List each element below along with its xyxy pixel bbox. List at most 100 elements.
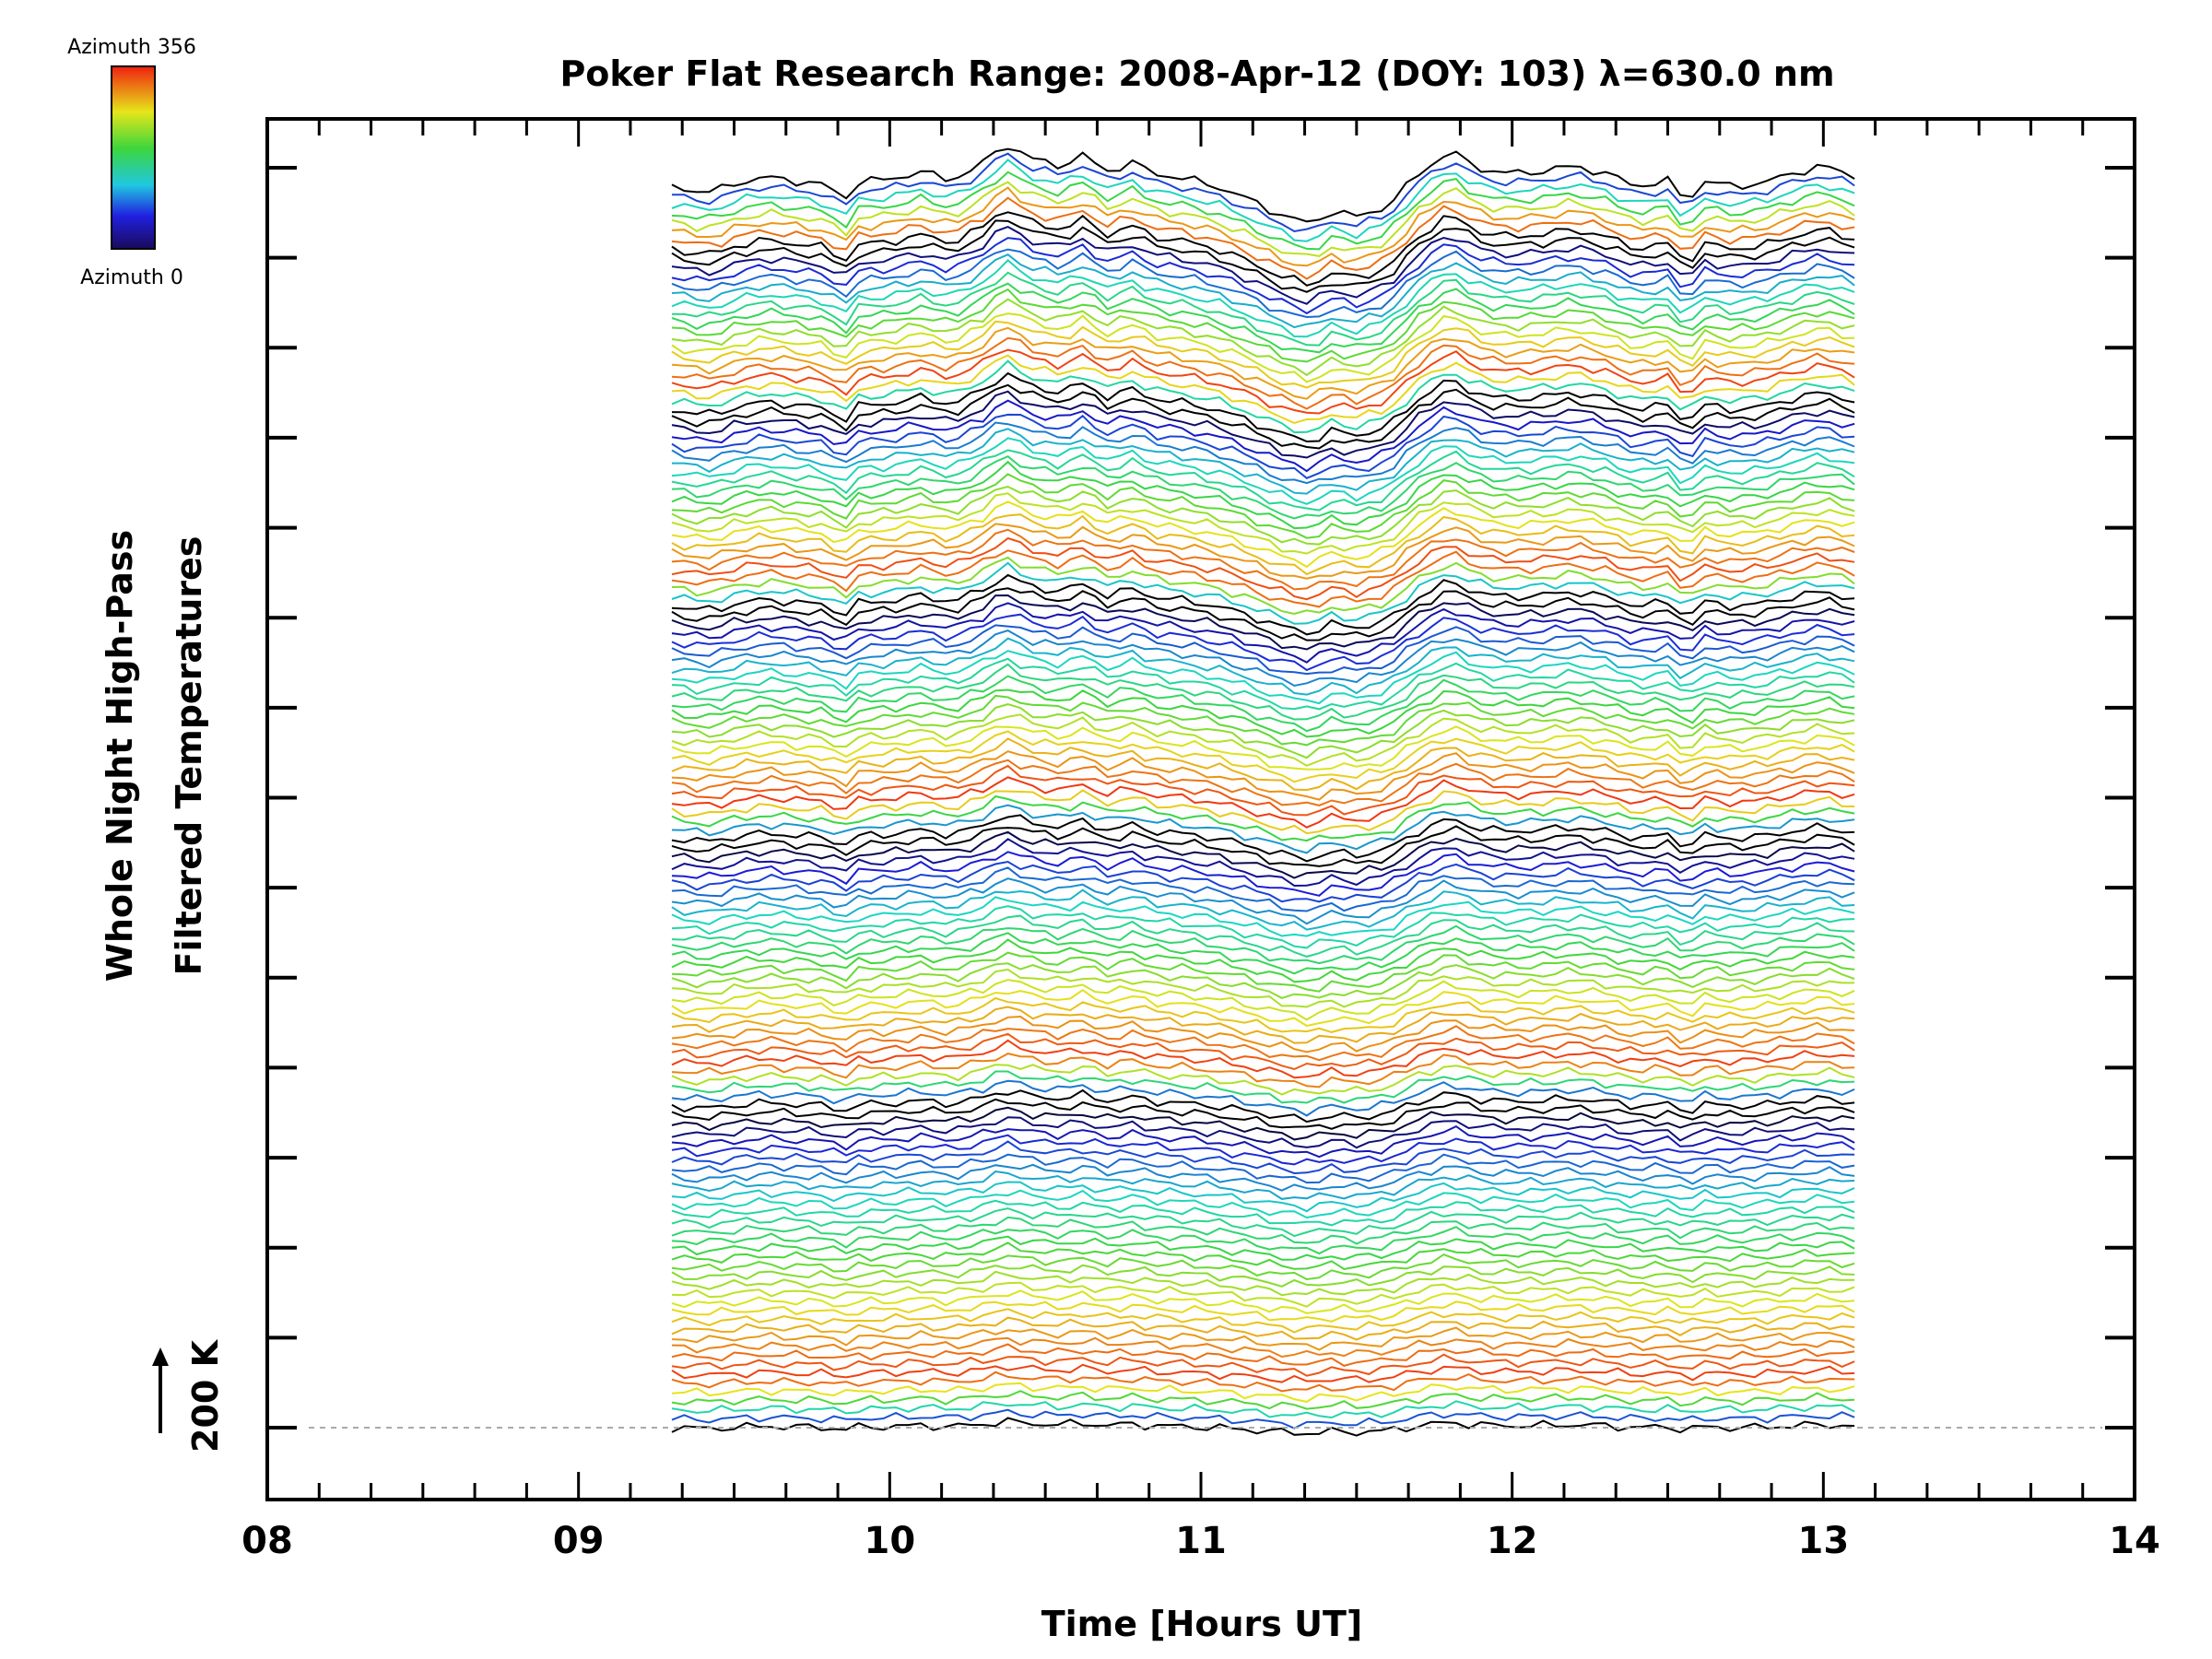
series-line — [671, 383, 1855, 450]
series-line — [671, 1390, 1855, 1410]
series-line — [671, 750, 1855, 801]
series-line — [671, 996, 1855, 1033]
x-tick-label: 12 — [1487, 1520, 1538, 1562]
series-line — [671, 1006, 1855, 1044]
series-line — [671, 1289, 1855, 1314]
series-line — [671, 282, 1855, 354]
series-line — [671, 390, 1855, 459]
axis-ticks — [265, 119, 2136, 1500]
series-line — [671, 1400, 1855, 1419]
x-tick-label: 11 — [1175, 1520, 1227, 1562]
series-line — [671, 523, 1855, 580]
series-line — [671, 211, 1855, 287]
series-line — [671, 905, 1855, 949]
series-line — [671, 1079, 1855, 1117]
series-line — [671, 1163, 1855, 1192]
series-line — [671, 1140, 1855, 1175]
series-line — [671, 851, 1855, 897]
series-line — [671, 271, 1855, 347]
series-line — [671, 979, 1855, 1021]
series-line — [671, 528, 1855, 591]
series-line — [671, 587, 1855, 641]
series-line — [671, 437, 1855, 505]
chart-title: Poker Flat Research Range: 2008-Apr-12 (… — [559, 53, 1834, 94]
series-line — [671, 962, 1855, 999]
series-line — [671, 657, 1855, 711]
series-line — [671, 485, 1855, 546]
series-line — [671, 725, 1855, 771]
x-tick-label: 08 — [241, 1520, 293, 1562]
series-line — [671, 473, 1855, 539]
series-line — [671, 1226, 1855, 1255]
series-line — [671, 663, 1855, 721]
series-line — [671, 253, 1855, 329]
series-line — [671, 694, 1855, 747]
series-line — [671, 1207, 1855, 1238]
series-line — [671, 1106, 1855, 1141]
series-line — [671, 320, 1855, 389]
series-line — [671, 737, 1855, 792]
series-line — [671, 326, 1855, 400]
series-line — [671, 1371, 1855, 1393]
series-line — [671, 624, 1855, 676]
series-line — [671, 1124, 1855, 1159]
series-line — [671, 226, 1855, 305]
series-line — [671, 1153, 1855, 1184]
series-line — [671, 794, 1855, 842]
colorbar-bottom-label: Azimuth 0 — [80, 266, 183, 289]
y-axis-label-line2: Filtered Temperatures — [169, 536, 209, 976]
series-line — [671, 1270, 1855, 1297]
series-line — [671, 896, 1855, 937]
series-line — [671, 1216, 1855, 1245]
series-line — [671, 248, 1855, 319]
series-line — [671, 536, 1855, 601]
series-line — [671, 924, 1855, 965]
series-line — [671, 147, 1855, 223]
series-line — [671, 159, 1855, 242]
series-line — [671, 549, 1855, 608]
series-line — [671, 914, 1855, 958]
series-line — [671, 1382, 1855, 1403]
series-line — [671, 688, 1855, 738]
series-line — [671, 730, 1855, 783]
series-line — [671, 814, 1855, 863]
series-line — [671, 1064, 1855, 1096]
series-line — [671, 288, 1855, 363]
series-line — [671, 1326, 1855, 1351]
series-line — [671, 336, 1855, 410]
series-line — [671, 186, 1855, 267]
series-line — [671, 825, 1855, 867]
series-line — [671, 602, 1855, 664]
series-line — [671, 938, 1855, 983]
series-line — [671, 637, 1855, 696]
series-line — [671, 1025, 1855, 1062]
series-line — [671, 951, 1855, 993]
scale-bar-label: 200 K — [185, 1338, 226, 1453]
series-line — [671, 1189, 1855, 1219]
series-line — [671, 455, 1855, 520]
series-line — [671, 1316, 1855, 1341]
series-line — [671, 866, 1855, 912]
series-line — [671, 1088, 1855, 1124]
series-line — [671, 613, 1855, 672]
series-line — [671, 1235, 1855, 1261]
series-line — [671, 421, 1855, 485]
series-line — [671, 1032, 1855, 1071]
colorbar-top-label: Azimuth 356 — [67, 36, 196, 59]
x-tick-label: 09 — [553, 1520, 605, 1562]
y-axis-label-line1: Whole Night High-Pass — [100, 530, 140, 982]
series-line — [671, 449, 1855, 512]
series-line — [671, 237, 1855, 315]
series-line — [671, 1264, 1855, 1288]
series-line — [671, 561, 1855, 625]
series-line — [671, 1363, 1855, 1383]
colorbar-legend: Azimuth 356 Azimuth 0 — [67, 36, 196, 289]
series-line — [671, 1336, 1855, 1359]
series-line — [671, 703, 1855, 759]
series-line — [671, 759, 1855, 806]
x-axis-label: Time [Hours UT] — [1041, 1604, 1363, 1644]
series-line — [671, 1039, 1855, 1079]
series-line — [671, 460, 1855, 530]
series-line — [671, 259, 1855, 338]
series-line — [671, 1253, 1855, 1281]
